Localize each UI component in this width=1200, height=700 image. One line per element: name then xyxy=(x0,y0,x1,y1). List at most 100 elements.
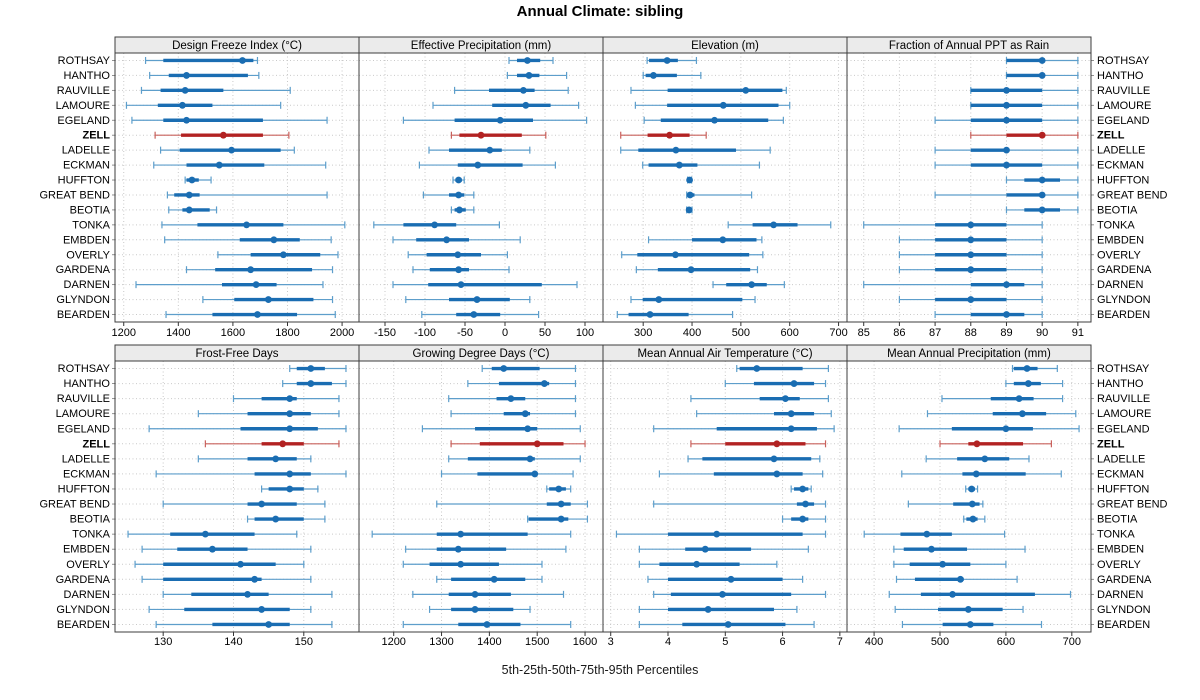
median-dot xyxy=(496,116,504,124)
median-dot xyxy=(286,470,294,478)
panel-strip-title: Mean Annual Air Temperature (°C) xyxy=(637,348,812,360)
percentile-row-glyndon xyxy=(898,296,1043,304)
percentile-row-egeland xyxy=(421,425,581,433)
median-dot xyxy=(286,485,294,493)
percentile-row-overly xyxy=(407,251,508,259)
percentile-row-glyndon xyxy=(630,296,756,304)
panel-fraction-of-annual-ppt-as-rain: Fraction of Annual PPT as Rain 85 86 87 88 89… xyxy=(846,36,1092,339)
median-dot xyxy=(270,236,278,244)
median-dot xyxy=(179,101,186,109)
median-dot xyxy=(957,575,964,583)
percentile-row-gardena xyxy=(185,266,334,274)
percentile-row-eckman xyxy=(155,470,347,478)
station-label-right: ECKMAN xyxy=(1097,468,1144,480)
percentile-row-lamoure xyxy=(634,101,791,109)
station-label-left: LAMOURE xyxy=(56,408,110,420)
percentile-row-darnen xyxy=(162,590,333,598)
percentile-row-zell xyxy=(970,131,1079,139)
x-tick-label: 87 xyxy=(929,327,941,339)
percentile-row-overly xyxy=(893,560,1007,568)
percentile-row-bearden xyxy=(402,620,572,628)
percentile-row-darnen xyxy=(412,590,565,598)
x-tick-label: 3 xyxy=(608,636,614,648)
panel-strip-title: Effective Precipitation (mm) xyxy=(411,40,552,52)
median-dot xyxy=(686,191,694,199)
x-tick-label: 600 xyxy=(997,636,1015,648)
median-dot xyxy=(687,266,695,274)
axis-caption: 5th-25th-50th-75th-95th Percentiles xyxy=(501,663,699,677)
median-dot xyxy=(949,590,956,598)
station-label-left: ECKMAN xyxy=(63,468,110,480)
median-dot xyxy=(787,410,795,418)
x-tick-label: 6 xyxy=(780,636,786,648)
percentile-row-eckman xyxy=(418,161,557,169)
percentile-row-tonka xyxy=(863,221,1043,229)
median-dot xyxy=(243,221,250,229)
percentile-row-hantho xyxy=(467,380,577,388)
median-dot xyxy=(666,131,673,139)
station-label-right: BEARDEN xyxy=(1097,309,1150,321)
station-label-right: HUFFTON xyxy=(1097,483,1149,495)
median-dot xyxy=(185,206,193,214)
station-label-right: ZELL xyxy=(1097,130,1125,142)
x-tick-label: 300 xyxy=(634,327,652,339)
x-tick-label: -100 xyxy=(414,327,436,339)
median-dot xyxy=(477,131,485,139)
station-label-left: HANTHO xyxy=(64,70,111,82)
panel-strip-title: Frost-Free Days xyxy=(195,348,278,360)
station-label-right: GREAT BEND xyxy=(1097,499,1168,511)
x-tick-label: 1200 xyxy=(381,636,405,648)
percentile-row-gardena xyxy=(898,266,1043,274)
x-tick-label: 91 xyxy=(1072,327,1084,339)
panel-effective-precipitation-mm-: Effective Precipitation (mm) -150 -100 -50 0… xyxy=(358,36,604,339)
station-label-left: RAUVILLE xyxy=(57,85,110,97)
percentile-row-rauville xyxy=(690,395,829,403)
station-label-right: EGELAND xyxy=(1097,115,1150,127)
median-dot xyxy=(244,590,251,598)
median-dot xyxy=(272,455,280,463)
median-dot xyxy=(1018,410,1026,418)
median-dot xyxy=(526,455,534,463)
percentile-row-darnen xyxy=(653,590,827,598)
median-dot xyxy=(540,380,548,387)
panel-growing-degree-days-c-: Growing Degree Days (°C) 1200 1300 1400 1500… xyxy=(358,344,604,648)
percentile-row-ladelle xyxy=(448,455,581,463)
percentile-row-egeland xyxy=(643,116,784,124)
median-dot xyxy=(742,86,750,94)
median-dot xyxy=(646,311,654,318)
x-tick-label: 500 xyxy=(732,327,750,339)
median-dot xyxy=(939,560,947,568)
median-dot xyxy=(713,530,721,538)
median-dot xyxy=(686,176,693,184)
median-dot xyxy=(968,485,976,493)
percentile-row-hantho xyxy=(506,71,568,79)
median-dot xyxy=(279,440,287,448)
median-dot xyxy=(183,72,190,79)
percentile-row-rothsay xyxy=(736,365,829,373)
x-tick-label: 400 xyxy=(683,327,701,339)
percentile-row-lamoure xyxy=(450,410,577,418)
percentile-row-darnen xyxy=(888,590,1072,598)
median-dot xyxy=(457,560,465,568)
percentile-row-huffton xyxy=(686,176,693,184)
panel-border xyxy=(358,360,604,633)
median-dot xyxy=(183,116,190,124)
percentile-row-tonka xyxy=(127,530,298,538)
station-label-right: TONKA xyxy=(1097,219,1135,231)
median-dot xyxy=(455,266,462,274)
median-dot xyxy=(966,621,974,628)
percentile-row-egeland xyxy=(898,425,1080,433)
page-title: Annual Climate: sibling xyxy=(516,3,684,20)
percentile-row-ladelle xyxy=(428,146,531,154)
median-dot xyxy=(286,425,294,433)
percentile-row-hantho xyxy=(1005,71,1079,79)
station-label-right: BEOTIA xyxy=(1097,514,1138,526)
median-dot xyxy=(252,281,260,289)
station-label-right: OVERLY xyxy=(1097,249,1141,261)
median-dot xyxy=(719,236,727,244)
percentile-row-eckman xyxy=(658,470,824,478)
percentile-row-rauville xyxy=(448,395,577,403)
median-dot xyxy=(454,545,462,553)
percentile-row-zell xyxy=(450,131,547,139)
percentile-row-huffton xyxy=(452,176,465,184)
